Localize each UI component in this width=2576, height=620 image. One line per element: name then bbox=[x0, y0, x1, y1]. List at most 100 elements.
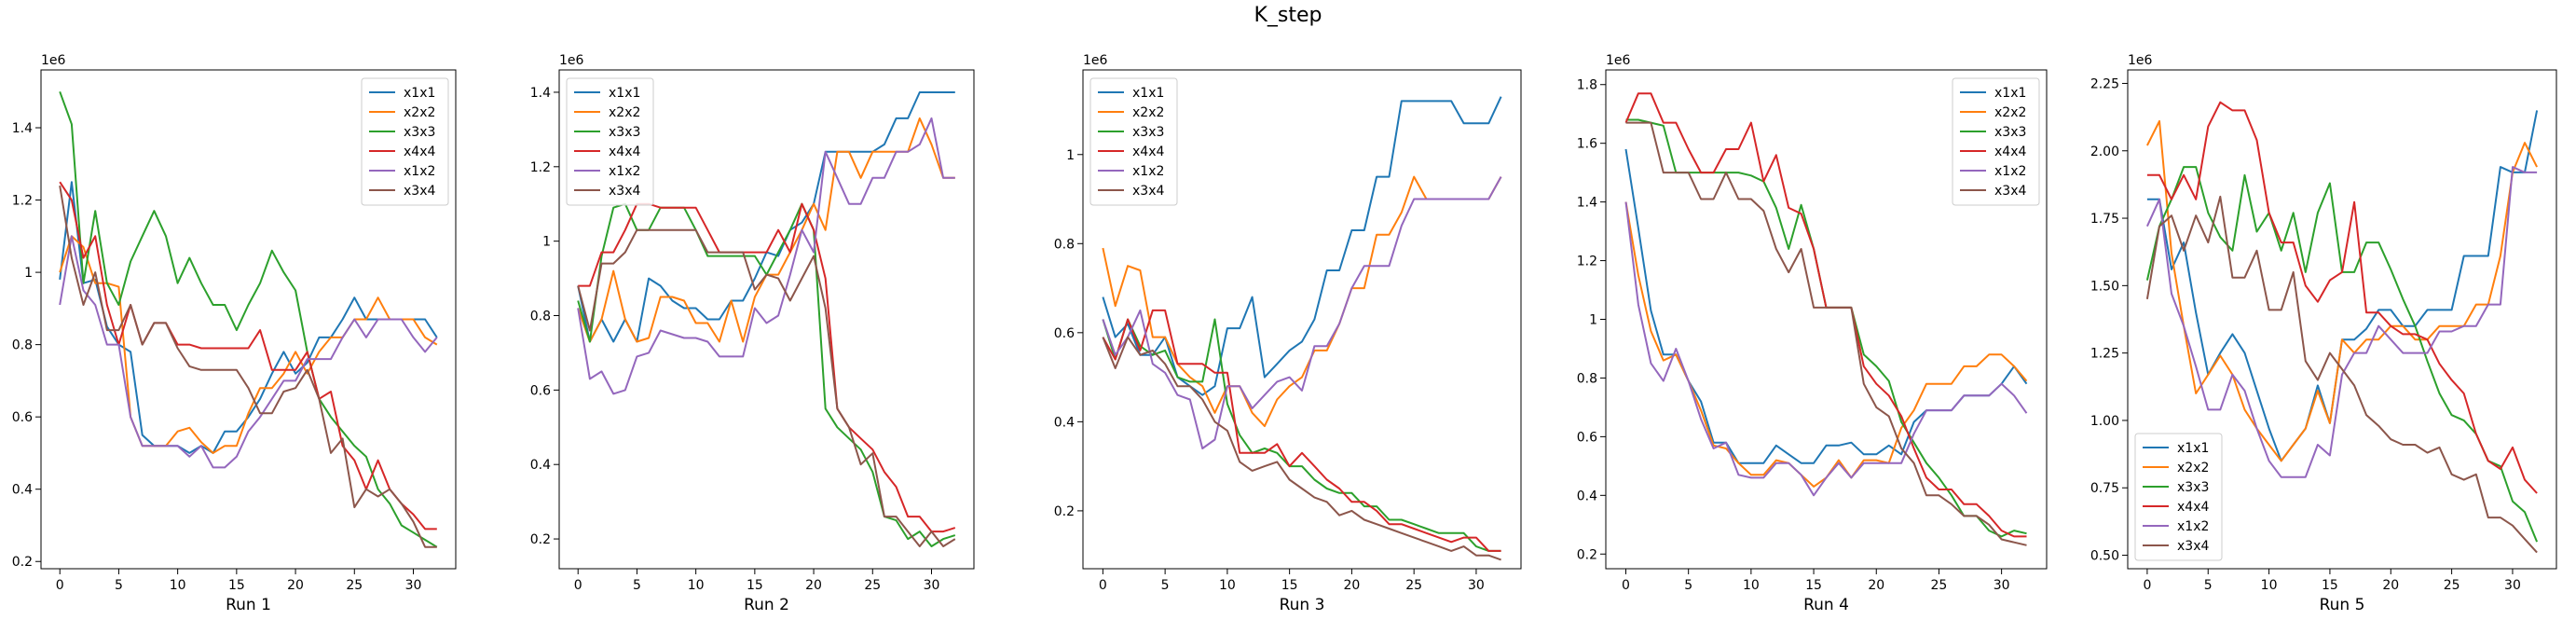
x-tick-label: 20 bbox=[805, 578, 822, 593]
series-line-x4x4 bbox=[2146, 101, 2538, 494]
legend-label-x1x2: x1x2 bbox=[609, 164, 640, 179]
x-tick-label: 30 bbox=[924, 578, 940, 593]
subplot-4: 0 5 10 15 20 25 30 0.2 0.4 0.6 0.8 1 1.2 1.4 1.6 1.8 1e6… bbox=[1577, 53, 2048, 614]
x-tick-label: 15 bbox=[1805, 578, 1822, 593]
legend-label-x2x2: x2x2 bbox=[609, 105, 640, 120]
y-tick-label: 0.6 bbox=[12, 410, 33, 425]
x-tick-label: 20 bbox=[2382, 578, 2399, 593]
y-tick-label: 1.00 bbox=[2090, 414, 2119, 429]
x-axis-label: Run 1 bbox=[226, 596, 271, 614]
y-tick-label: 1.25 bbox=[2090, 347, 2119, 362]
legend-label-x1x2: x1x2 bbox=[404, 164, 435, 179]
legend-frame bbox=[566, 77, 654, 206]
y-tick-label: 2.25 bbox=[2090, 76, 2119, 91]
legend: x1x1 x2x2 x3x3 x4x4 x1x2 x3x4 bbox=[1089, 77, 1178, 206]
y-tick-label: 1.8 bbox=[1577, 78, 1597, 93]
x-tick-label: 10 bbox=[1219, 578, 1236, 593]
y-tick-label: 1.4 bbox=[530, 86, 551, 101]
legend-label-x1x1: x1x1 bbox=[609, 86, 640, 101]
x-axis-label: Run 2 bbox=[744, 596, 789, 614]
y-tick-label: 0.8 bbox=[1577, 371, 1597, 386]
legend-label-x3x4: x3x4 bbox=[1994, 184, 2026, 199]
y-offset-label: 1e6 bbox=[2128, 53, 2153, 68]
x-tick-label: 10 bbox=[688, 578, 705, 593]
axes-frame bbox=[2127, 69, 2557, 570]
x-tick-label: 20 bbox=[1868, 578, 1884, 593]
y-tick-label: 1.75 bbox=[2090, 212, 2119, 227]
x-tick-label: 25 bbox=[346, 578, 363, 593]
y-offset-label: 1e6 bbox=[559, 53, 584, 68]
y-tick-label: 1.4 bbox=[1577, 196, 1597, 211]
y-offset-label: 1e6 bbox=[1606, 53, 1631, 68]
y-offset-label: 1e6 bbox=[1083, 53, 1108, 68]
x-tick-label: 20 bbox=[287, 578, 304, 593]
series-line-x3x4 bbox=[1102, 336, 1501, 561]
y-tick-label: 1.2 bbox=[12, 194, 33, 209]
figure-title: K_step bbox=[1254, 4, 1322, 27]
legend-label-x4x4: x4x4 bbox=[2177, 500, 2209, 515]
series-line-x3x4 bbox=[577, 228, 956, 547]
legend: x1x1 x2x2 x3x3 x4x4 x1x2 x3x4 bbox=[2134, 433, 2223, 561]
y-tick-label: 0.2 bbox=[1054, 504, 1075, 519]
legend-label-x3x4: x3x4 bbox=[404, 184, 435, 199]
y-tick-label: 0.8 bbox=[530, 310, 551, 324]
series-line-x3x3 bbox=[59, 90, 438, 548]
x-tick-label: 5 bbox=[1161, 578, 1170, 593]
series-line-x4x4 bbox=[59, 181, 437, 530]
x-tick-label: 30 bbox=[2504, 578, 2521, 593]
y-tick-label: 0.4 bbox=[1054, 415, 1075, 430]
x-tick-label: 25 bbox=[864, 578, 881, 593]
series-line-x1x1 bbox=[1102, 96, 1502, 396]
series-line-x1x2 bbox=[1102, 176, 1502, 449]
legend-label-x3x3: x3x3 bbox=[1994, 125, 2026, 140]
series-line-x2x2 bbox=[2146, 119, 2538, 462]
y-tick-label: 1.2 bbox=[530, 160, 551, 175]
legend-label-x3x3: x3x3 bbox=[1132, 125, 1164, 140]
x-tick-label: 15 bbox=[747, 578, 763, 593]
y-tick-label: 0.8 bbox=[1054, 237, 1075, 252]
x-tick-label: 25 bbox=[1405, 578, 1422, 593]
x-axis-label: Run 4 bbox=[1803, 596, 1849, 614]
x-tick-label: 5 bbox=[633, 578, 641, 593]
legend-label-x1x1: x1x1 bbox=[1994, 86, 2026, 101]
x-tick-label: 30 bbox=[405, 578, 422, 593]
x-tick-label: 20 bbox=[1343, 578, 1360, 593]
x-tick-label: 10 bbox=[1743, 578, 1760, 593]
axes-frame bbox=[40, 69, 457, 570]
y-tick-label: 1 bbox=[542, 235, 551, 250]
subplot-1: 0 5 10 15 20 25 30 0.2 0.4 0.6 0.8 1 1.2 1.4 1e6 Run 1 x… bbox=[12, 53, 457, 614]
x-tick-label: 0 bbox=[56, 578, 64, 593]
legend-label-x4x4: x4x4 bbox=[404, 145, 435, 159]
legend-label-x1x2: x1x2 bbox=[1132, 164, 1164, 179]
legend-label-x1x1: x1x1 bbox=[1132, 86, 1164, 101]
legend-frame bbox=[361, 77, 449, 206]
y-offset-label: 1e6 bbox=[41, 53, 66, 68]
legend-label-x1x1: x1x1 bbox=[404, 86, 435, 101]
y-tick-label: 0.2 bbox=[1577, 547, 1597, 562]
y-tick-label: 0.4 bbox=[12, 483, 33, 498]
y-tick-label: 0.2 bbox=[12, 555, 33, 570]
y-tick-label: 1.50 bbox=[2090, 279, 2119, 294]
legend: x1x1 x2x2 x3x3 x4x4 x1x2 x3x4 bbox=[1952, 77, 2040, 206]
x-tick-label: 0 bbox=[574, 578, 582, 593]
y-tick-label: 1 bbox=[24, 266, 33, 281]
legend-label-x2x2: x2x2 bbox=[404, 105, 435, 120]
y-tick-label: 1 bbox=[1589, 313, 1597, 328]
series-line-x1x1 bbox=[59, 181, 438, 454]
legend: x1x1 x2x2 x3x3 x4x4 x1x2 x3x4 bbox=[361, 77, 449, 206]
x-tick-label: 25 bbox=[2444, 578, 2460, 593]
series-line-x2x2 bbox=[1624, 201, 2028, 488]
legend-frame bbox=[1952, 77, 2040, 206]
x-tick-label: 15 bbox=[1281, 578, 1298, 593]
series-line-x3x3 bbox=[1102, 318, 1501, 552]
x-tick-label: 25 bbox=[1931, 578, 1948, 593]
series-line-x1x2 bbox=[59, 235, 438, 469]
series-line-x1x2 bbox=[577, 117, 955, 395]
legend-label-x3x3: x3x3 bbox=[404, 125, 435, 140]
y-tick-label: 0.4 bbox=[530, 458, 551, 473]
axes-frame bbox=[1082, 69, 1522, 570]
x-tick-label: 5 bbox=[2204, 578, 2213, 593]
legend-frame bbox=[2134, 433, 2223, 561]
x-tick-label: 30 bbox=[1994, 578, 2010, 593]
